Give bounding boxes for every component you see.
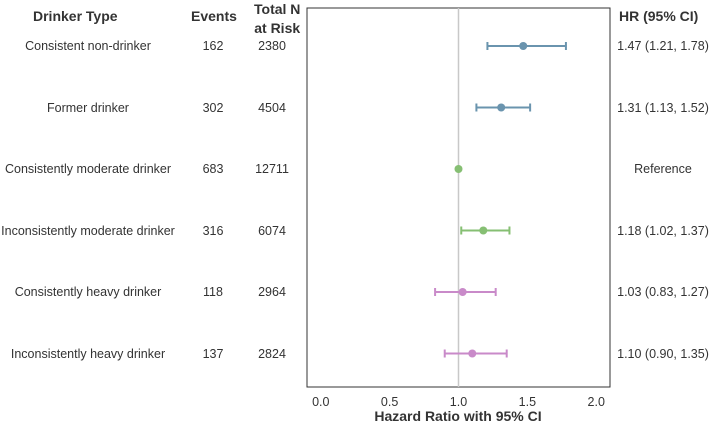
header-total-n: Total N at Risk bbox=[254, 0, 300, 38]
header-total-n-line1: Total N bbox=[254, 1, 301, 17]
row-total: 2824 bbox=[258, 346, 286, 361]
row-hr-text: 1.47 (1.21, 1.78) bbox=[617, 39, 709, 53]
row-label: Inconsistently heavy drinker bbox=[10, 346, 166, 361]
row-total: 12711 bbox=[255, 162, 289, 176]
header-drinker-type: Drinker Type bbox=[33, 8, 118, 24]
row-events: 302 bbox=[202, 100, 224, 115]
hr-point bbox=[519, 42, 528, 50]
header-events: Events bbox=[191, 8, 237, 24]
hr-point bbox=[458, 288, 467, 296]
row-events: 683 bbox=[202, 162, 224, 176]
row-hr-text: 1.03 (0.83, 1.27) bbox=[617, 285, 709, 299]
row-hr-text: 1.18 (1.02, 1.37) bbox=[617, 223, 709, 238]
x-tick-label: 1.0 bbox=[449, 395, 468, 409]
hr-point bbox=[497, 103, 506, 112]
row-total: 2964 bbox=[258, 285, 286, 299]
row-label: Consistently moderate drinker bbox=[4, 162, 172, 176]
row-events: 137 bbox=[202, 346, 224, 361]
row-total: 2380 bbox=[258, 39, 286, 53]
x-tick-label: 2.0 bbox=[587, 395, 605, 409]
hr-point bbox=[479, 226, 488, 235]
hr-point bbox=[454, 165, 463, 173]
row-label: Consistently heavy drinker bbox=[14, 285, 162, 299]
row-hr-text: 1.31 (1.13, 1.52) bbox=[617, 100, 709, 115]
row-events: 316 bbox=[202, 223, 224, 238]
row-hr-text: 1.10 (0.90, 1.35) bbox=[617, 346, 709, 361]
row-hr-text: Reference bbox=[634, 162, 692, 176]
row-total: 6074 bbox=[258, 223, 286, 238]
x-axis-label: Hazard Ratio with 95% CI bbox=[374, 408, 542, 424]
row-events: 118 bbox=[203, 285, 223, 299]
row-events: 162 bbox=[202, 39, 224, 53]
header-total-n-line2: at Risk bbox=[254, 20, 301, 36]
row-label: Former drinker bbox=[47, 100, 129, 115]
x-tick-label: 0.0 bbox=[312, 395, 330, 409]
header-hr: HR (95% CI) bbox=[619, 8, 699, 24]
row-total: 4504 bbox=[258, 100, 286, 115]
hr-point bbox=[468, 349, 477, 358]
x-tick-label: 0.5 bbox=[380, 395, 399, 409]
row-label: Consistent non-drinker bbox=[25, 39, 151, 53]
x-tick-label: 1.5 bbox=[518, 395, 537, 409]
row-label: Inconsistently moderate drinker bbox=[1, 223, 175, 238]
